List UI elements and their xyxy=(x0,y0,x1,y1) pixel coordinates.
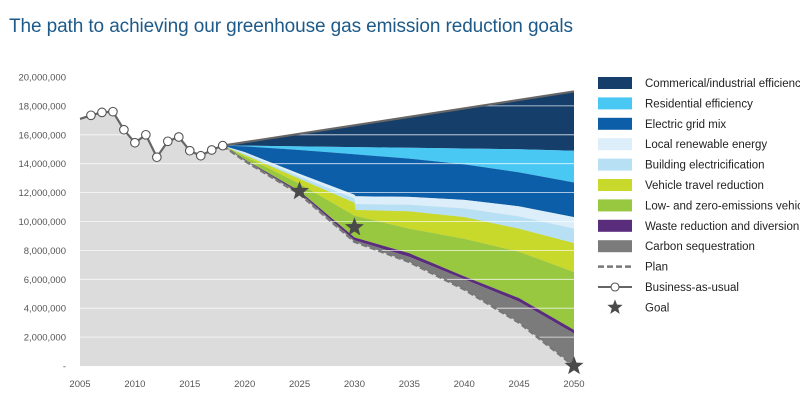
legend-swatch xyxy=(598,158,632,171)
legend-item-residential-efficiency: Residential efficiency xyxy=(598,97,753,110)
legend-label: Commerical/industrial efficiency xyxy=(645,78,800,90)
legend-item-commerical-industrial-efficiency: Commerical/industrial efficiency xyxy=(598,77,800,90)
legend-label: Goal xyxy=(645,302,669,314)
bau-marker xyxy=(108,106,118,117)
bau-marker xyxy=(206,145,217,155)
x-tick-label: 2045 xyxy=(509,379,530,390)
legend-item-vehicle-travel-reduction: Vehicle travel reduction xyxy=(598,179,764,192)
legend-swatch xyxy=(598,97,632,110)
y-tick-label: 18,000,000 xyxy=(18,101,66,112)
goal-star xyxy=(290,181,310,200)
legend-label: Vehicle travel reduction xyxy=(645,180,764,192)
bau-marker xyxy=(184,145,195,156)
y-axis-ticks: - 2,000,000 4,000,000 6,000,000 8,000,000 10,… xyxy=(18,73,66,373)
x-tick-label: 2035 xyxy=(399,379,420,390)
x-tick-label: 2005 xyxy=(69,379,90,390)
y-tick-label: 8,000,000 xyxy=(24,246,66,257)
y-tick-label: 12,000,000 xyxy=(18,188,66,199)
bau-marker xyxy=(97,107,107,118)
bau-marker xyxy=(151,152,162,163)
legend-star-icon xyxy=(607,299,623,314)
y-tick-label: - xyxy=(63,362,66,373)
lines xyxy=(79,90,575,367)
legend-item-goal: Goal xyxy=(607,299,669,314)
legend-label: Low- and zero-emissions vehicles xyxy=(645,200,800,212)
legend-item-waste-reduction-and-diversion: Waste reduction and diversion xyxy=(598,219,799,233)
y-tick-label: 10,000,000 xyxy=(18,217,66,228)
area-low-and-zero-emissions-vehicles xyxy=(222,145,574,330)
goal-star xyxy=(564,356,584,375)
area-vehicle-travel-reduction xyxy=(222,145,574,273)
legend-item-low-and-zero-emissions-vehicles: Low- and zero-emissions vehicles xyxy=(598,199,800,212)
legend-swatch xyxy=(598,77,632,89)
legend-swatch xyxy=(598,199,632,212)
goal-stars xyxy=(290,181,584,375)
legend-label: Residential efficiency xyxy=(645,98,753,110)
legend-item-business-as-usual: Business-as-usual xyxy=(598,282,739,294)
y-tick-label: 16,000,000 xyxy=(18,130,66,141)
legend-item-carbon-sequestration: Carbon sequestration xyxy=(598,240,755,253)
goal-star xyxy=(344,217,364,236)
area-local-renewable-energy xyxy=(222,145,574,229)
x-tick-label: 2030 xyxy=(344,379,365,390)
x-tick-label: 2020 xyxy=(234,379,255,390)
x-tick-label: 2050 xyxy=(563,379,584,390)
legend-swatch xyxy=(598,138,632,151)
bau-marker xyxy=(195,150,206,161)
x-tick-label: 2025 xyxy=(289,379,310,390)
legend-swatch xyxy=(598,240,632,253)
y-tick-label: 2,000,000 xyxy=(24,333,66,344)
plan-line xyxy=(222,144,575,367)
gridlines xyxy=(80,76,574,338)
x-tick-label: 2040 xyxy=(454,379,475,390)
legend-label: Electric grid mix xyxy=(645,119,726,131)
x-tick-label: 2010 xyxy=(124,379,145,390)
legend-label: Local renewable energy xyxy=(645,139,767,151)
area-building-electricification xyxy=(222,145,574,244)
y-tick-label: 20,000,000 xyxy=(18,73,66,84)
y-tick-label: 6,000,000 xyxy=(24,275,66,286)
bau-marker xyxy=(86,110,96,121)
legend-label: Waste reduction and diversion xyxy=(645,221,799,233)
y-tick-label: 4,000,000 xyxy=(24,304,66,315)
legend-swatch xyxy=(598,179,632,191)
legend-label: Plan xyxy=(645,262,668,274)
legend-marker xyxy=(610,282,620,292)
legend-swatch xyxy=(598,219,632,232)
legend-item-local-renewable-energy: Local renewable energy xyxy=(598,138,767,151)
x-axis-ticks: 2005 2010 2015 2020 2025 2030 2035 2040 2045 2050 xyxy=(69,379,584,390)
area-carbon-sequestration xyxy=(222,145,574,366)
legend-swatch xyxy=(598,117,632,130)
area-residential-efficiency xyxy=(222,145,574,183)
legend-item-building-electricification: Building electricification xyxy=(598,158,765,172)
bau-marker xyxy=(130,137,140,148)
y-tick-label: 14,000,000 xyxy=(18,159,66,170)
legend-item-plan: Plan xyxy=(598,262,668,274)
stacked-areas xyxy=(80,91,574,366)
legend: Commerical/industrial efficiency Resident… xyxy=(598,77,800,314)
legend-label: Building electricification xyxy=(645,160,765,172)
x-tick-label: 2015 xyxy=(179,379,200,390)
bau-marker xyxy=(162,136,173,147)
legend-label: Carbon sequestration xyxy=(645,241,755,253)
bau-marker xyxy=(141,129,151,140)
bau-marker xyxy=(173,132,184,142)
legend-label: Business-as-usual xyxy=(645,282,739,294)
bau-marker xyxy=(217,140,228,151)
bau-marker xyxy=(119,124,129,135)
legend-item-electric-grid-mix: Electric grid mix xyxy=(598,117,726,131)
business-as-usual-projection xyxy=(222,90,575,147)
chart-title: The path to achieving our greenhouse gas… xyxy=(9,16,573,37)
area-waste-reduction-and-diversion xyxy=(222,145,574,334)
